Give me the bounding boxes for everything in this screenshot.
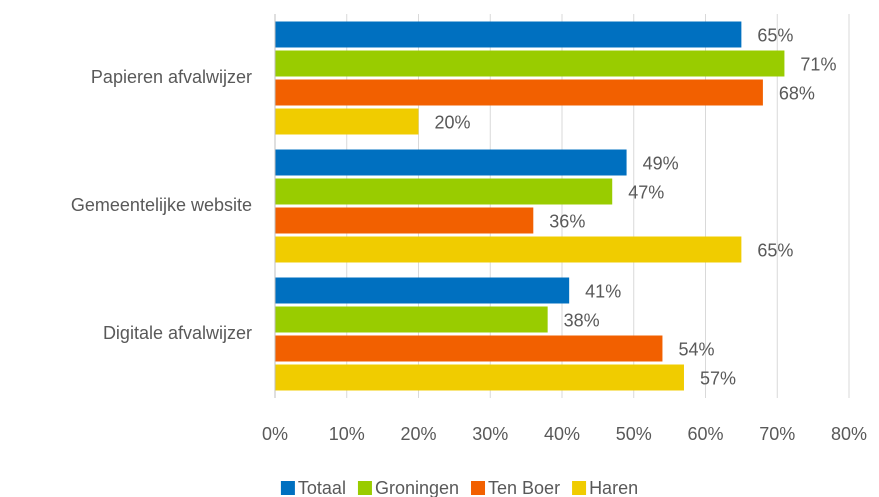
data-label: 49% <box>643 153 679 173</box>
x-tick-label: 80% <box>831 424 867 444</box>
bar <box>275 236 742 263</box>
x-tick-label: 30% <box>472 424 508 444</box>
data-label: 38% <box>564 310 600 330</box>
bar <box>275 207 534 234</box>
x-tick-label: 50% <box>616 424 652 444</box>
category-label: Gemeentelijke website <box>71 195 252 215</box>
data-label: 65% <box>757 240 793 260</box>
legend-label: Ten Boer <box>488 478 560 497</box>
x-tick-label: 70% <box>759 424 795 444</box>
bar <box>275 79 763 106</box>
legend-label: Groningen <box>375 478 459 497</box>
legend-swatch <box>572 481 587 495</box>
x-tick-label: 60% <box>687 424 723 444</box>
data-label: 54% <box>678 339 714 359</box>
bar <box>275 277 570 304</box>
data-label: 20% <box>435 112 471 132</box>
bar <box>275 149 627 176</box>
legend-swatch <box>471 481 486 495</box>
data-label: 68% <box>779 83 815 103</box>
bar <box>275 364 684 391</box>
bar <box>275 108 419 135</box>
legend-swatch <box>280 481 295 495</box>
bar <box>275 178 613 205</box>
x-tick-label: 0% <box>262 424 288 444</box>
bar <box>275 50 785 77</box>
legend-label: Haren <box>589 478 638 497</box>
category-label: Digitale afvalwijzer <box>103 323 252 343</box>
x-tick-label: 20% <box>400 424 436 444</box>
legend-label: Totaal <box>298 478 346 497</box>
x-tick-label: 40% <box>544 424 580 444</box>
data-label: 41% <box>585 281 621 301</box>
data-label: 36% <box>549 211 585 231</box>
bar <box>275 306 548 333</box>
bar <box>275 21 742 48</box>
data-label: 65% <box>757 25 793 45</box>
category-label: Papieren afvalwijzer <box>91 67 252 87</box>
x-tick-label: 10% <box>329 424 365 444</box>
legend-swatch <box>357 481 372 495</box>
data-label: 47% <box>628 182 664 202</box>
data-label: 57% <box>700 368 736 388</box>
bar <box>275 335 663 362</box>
data-label: 71% <box>800 54 836 74</box>
